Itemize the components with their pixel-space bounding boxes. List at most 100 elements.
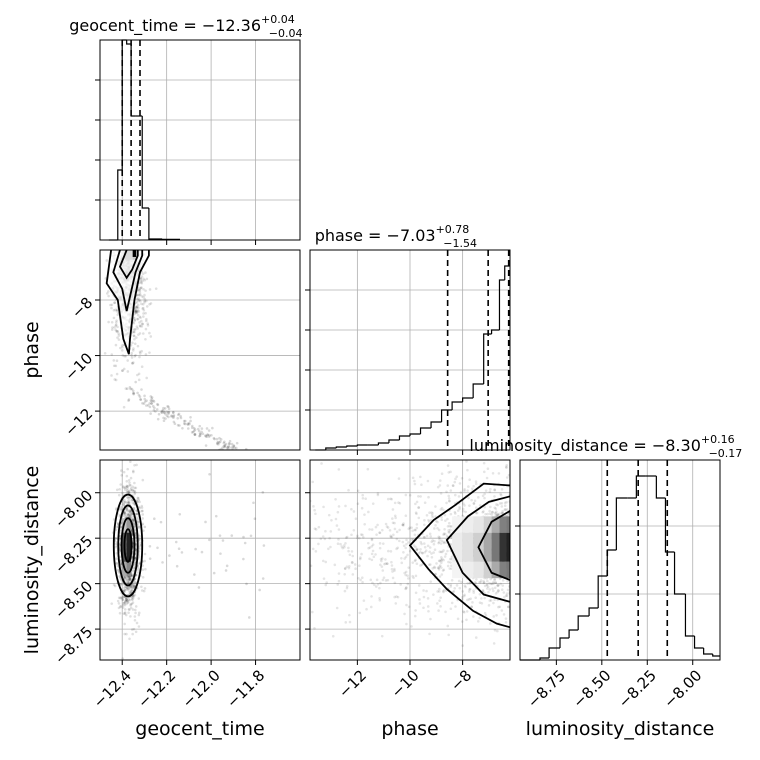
phase-vs-geocent_time-sample <box>139 279 143 283</box>
phase-vs-geocent_time-sample <box>167 412 170 416</box>
luminosity_distance-vs-phase-sample <box>440 515 443 519</box>
phase-vs-geocent_time-contour-outer <box>105 250 150 355</box>
luminosity_distance-vs-phase-sample <box>300 577 303 580</box>
luminosity_distance-vs-geocent_time-sample <box>135 438 138 441</box>
luminosity_distance-vs-phase-sample <box>370 537 374 541</box>
phase-vs-geocent_time-sample <box>134 309 138 313</box>
luminosity_distance-vs-phase-sample <box>442 549 445 552</box>
luminosity_distance-vs-phase-sample <box>402 544 406 548</box>
luminosity_distance-vs-phase-sample <box>334 497 337 501</box>
phase-vs-geocent_time-sample <box>219 440 222 443</box>
phase-vs-geocent_time-sample <box>137 297 140 300</box>
luminosity_distance-vs-phase-sample <box>414 558 417 562</box>
luminosity_distance-vs-phase-sample <box>481 589 485 592</box>
luminosity_distance-vs-geocent_time-sample <box>125 485 129 488</box>
luminosity_distance-vs-phase-sample <box>443 588 446 592</box>
luminosity_distance-vs-geocent_time-sample <box>123 622 126 626</box>
luminosity_distance-vs-phase-sample <box>379 581 382 585</box>
phase-vs-geocent_time-sample <box>215 437 219 441</box>
luminosity_distance-vs-phase-sample <box>406 574 409 577</box>
phase-vs-geocent_time-sample <box>115 359 119 363</box>
ylabel-luminosity-distance: luminosity_distance <box>21 466 43 655</box>
luminosity_distance-vs-phase-sample <box>440 566 443 569</box>
luminosity_distance-vs-phase-sample <box>386 578 390 582</box>
phase-hist-bin-3 <box>346 445 358 447</box>
luminosity_distance-vs-phase-sample <box>446 484 450 487</box>
luminosity_distance-vs-phase-sample <box>376 492 380 495</box>
luminosity_distance-vs-phase-sample <box>429 617 432 621</box>
phase-vs-geocent_time-sample <box>200 430 203 434</box>
luminosity_distance-vs-phase-sample <box>408 493 412 497</box>
luminosity_distance-vs-geocent_time-sample <box>135 512 139 516</box>
luminosity_distance-vs-geocent_time-sample <box>128 577 132 581</box>
luminosity_distance-vs-phase-density-cell <box>462 561 474 579</box>
luminosity_distance-vs-phase-sample <box>438 565 441 568</box>
luminosity_distance-vs-phase-sample <box>370 538 374 542</box>
luminosity_distance-vs-phase-sample <box>496 588 500 592</box>
luminosity_distance-vs-phase-sample <box>375 578 379 582</box>
luminosity_distance-vs-phase-sample <box>246 510 249 513</box>
luminosity_distance-vs-phase-sample <box>426 554 429 558</box>
geocent_time-hist-bin-1 <box>117 169 123 240</box>
luminosity_distance-vs-geocent_time-sample <box>118 575 121 578</box>
luminosity_distance-vs-phase-sample <box>467 485 470 488</box>
luminosity_distance-vs-phase-sample <box>468 582 472 585</box>
luminosity_distance-vs-geocent_time-sample <box>132 582 135 586</box>
luminosity_distance-vs-geocent_time-sample <box>127 587 131 591</box>
phase-vs-geocent_time-sample <box>137 288 141 292</box>
phase-vs-geocent_time-sample <box>140 349 143 353</box>
phase-vs-geocent_time-sample <box>228 442 231 446</box>
luminosity_distance-vs-phase-sample <box>374 553 377 556</box>
luminosity_distance-vs-phase-sample <box>436 526 439 530</box>
luminosity_distance-vs-phase-sample <box>386 526 390 529</box>
phase-hist-bin-18 <box>498 279 505 330</box>
luminosity_distance-vs-phase-sample <box>390 560 393 564</box>
luminosity_distance-vs-geocent_time-sample <box>221 539 225 542</box>
luminosity_distance-vs-phase-density-cell <box>452 561 463 579</box>
luminosity_distance-vs-geocent_time-sample <box>127 586 130 590</box>
luminosity_distance-vs-phase-sample <box>418 602 422 605</box>
phase-vs-geocent_time-sample <box>135 309 138 313</box>
luminosity_distance-vs-geocent_time-sample <box>138 544 142 547</box>
phase-vs-geocent_time-sample <box>120 344 124 347</box>
luminosity_distance-vs-phase-sample <box>437 566 440 570</box>
luminosity_distance-vs-phase-sample <box>405 542 408 546</box>
luminosity_distance-vs-phase-sample <box>456 509 460 512</box>
phase-vs-geocent_time-sample <box>162 406 165 410</box>
luminosity_distance-vs-geocent_time-sample <box>132 470 135 474</box>
luminosity_distance-vs-phase-sample <box>448 499 451 503</box>
phase-vs-geocent_time-sample <box>110 353 114 356</box>
phase-hist-title: phase = −7.03+0.78 <box>315 223 470 245</box>
luminosity_distance-vs-phase-sample <box>376 523 379 527</box>
phase-vs-geocent_time-ytick-label-10: −10 <box>61 349 96 384</box>
luminosity_distance-vs-phase-sample <box>407 605 411 609</box>
luminosity_distance-vs-geocent_time-sample <box>129 578 132 582</box>
phase-vs-geocent_time-sample <box>167 407 171 411</box>
luminosity_distance-vs-phase-sample <box>314 550 318 553</box>
phase-vs-geocent_time-sample <box>143 394 146 398</box>
luminosity_distance-vs-phase-sample <box>304 577 307 580</box>
luminosity_distance-vs-geocent_time-sample <box>119 604 122 608</box>
luminosity_distance-vs-phase-sample <box>375 533 378 536</box>
luminosity_distance-vs-phase-sample <box>428 532 432 536</box>
luminosity_distance-vs-phase-sample <box>395 530 399 534</box>
phase-vs-geocent_time-sample <box>191 430 195 434</box>
luminosity_distance-vs-geocent_time-sample <box>129 606 133 610</box>
luminosity_distance-vs-phase-sample <box>358 564 361 568</box>
luminosity_distance-vs-phase-sample <box>443 532 447 536</box>
luminosity_distance-vs-geocent_time-sample <box>126 467 129 471</box>
phase-vs-geocent_time-sample <box>156 417 160 421</box>
phase-vs-geocent_time-sample <box>112 308 116 312</box>
luminosity_distance-vs-phase-sample <box>490 510 494 514</box>
phase-vs-geocent_time-sample <box>144 319 148 323</box>
phase-vs-geocent_time-sample <box>139 281 143 284</box>
luminosity_distance-vs-phase-sample <box>438 559 442 563</box>
luminosity_distance-vs-phase-sample <box>497 472 501 475</box>
luminosity_distance-vs-phase-sample <box>489 577 492 581</box>
phase-vs-geocent_time-sample <box>234 451 237 454</box>
luminosity_distance-vs-phase-sample <box>405 603 408 607</box>
luminosity_distance-vs-phase-sample <box>428 511 431 515</box>
luminosity_distance-vs-phase-sample <box>483 596 486 600</box>
luminosity_distance-vs-phase-sample <box>361 536 365 539</box>
luminosity_distance-vs-geocent_time-sample <box>144 567 147 571</box>
